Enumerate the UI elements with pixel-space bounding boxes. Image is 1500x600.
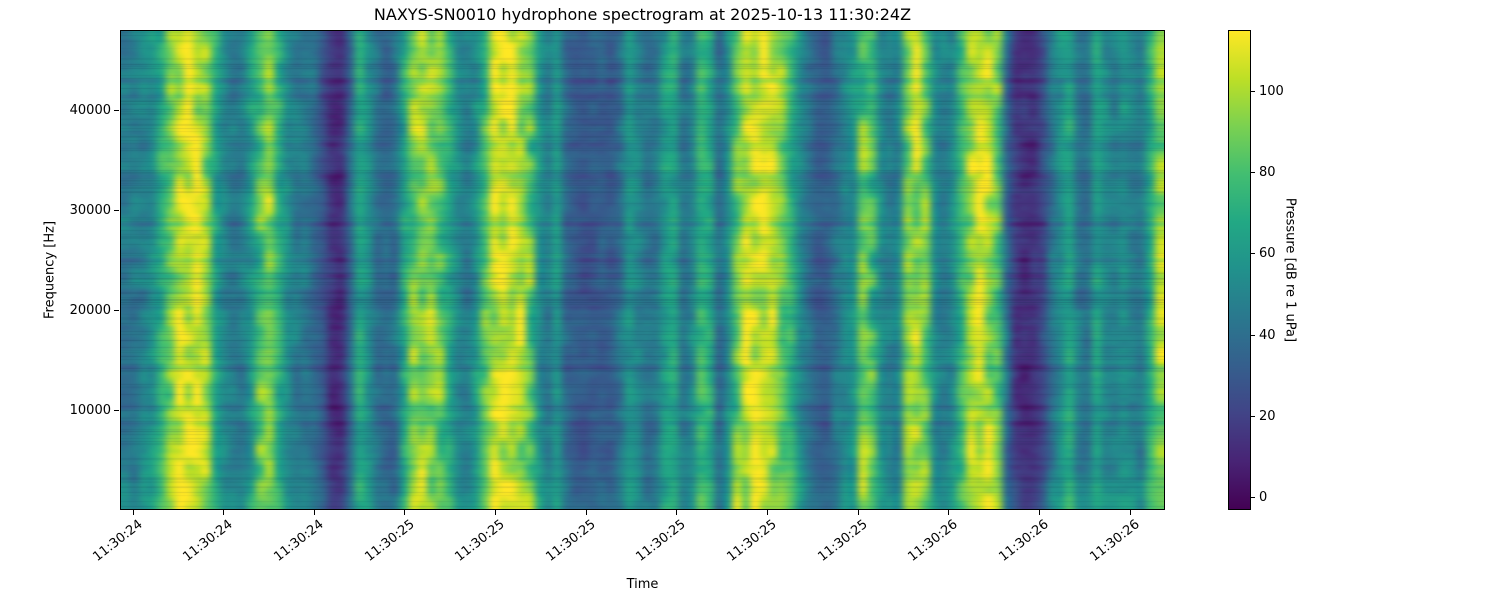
x-tick-mark	[495, 510, 497, 515]
y-tick-label: 20000	[69, 302, 111, 318]
y-tick-mark	[114, 109, 119, 111]
colorbar	[1228, 30, 1251, 510]
x-tick-label: 11:30:26	[1086, 517, 1143, 565]
colorbar-tick-mark	[1251, 334, 1255, 336]
plot-area	[120, 30, 1165, 510]
x-tick-label: 11:30:26	[905, 517, 961, 565]
colorbar-tick-label: 80	[1259, 164, 1276, 180]
colorbar-tick-mark	[1251, 415, 1255, 417]
x-tick-mark	[676, 510, 678, 515]
y-tick-label: 10000	[69, 402, 111, 418]
colorbar-tick-mark	[1251, 90, 1255, 92]
x-tick-label: 11:30:25	[815, 517, 871, 565]
x-tick-mark	[766, 510, 768, 515]
x-axis-label: Time	[626, 577, 659, 592]
x-tick-mark	[313, 510, 315, 515]
colorbar-tick-label: 100	[1259, 83, 1284, 99]
y-tick-label: 40000	[69, 102, 111, 118]
x-tick-label: 11:30:24	[180, 517, 236, 565]
colorbar-tick-label: 20	[1259, 408, 1276, 424]
colorbar-label: Pressure [dB re 1 uPa]	[1282, 197, 1298, 343]
colorbar-tick-label: 60	[1259, 246, 1276, 262]
y-tick-mark	[114, 209, 119, 211]
colorbar-tick-mark	[1251, 497, 1255, 499]
colorbar-tick-label: 0	[1259, 490, 1268, 506]
x-tick-label: 11:30:25	[543, 517, 599, 565]
x-tick-mark	[1038, 510, 1040, 515]
x-tick-label: 11:30:25	[724, 517, 780, 565]
colorbar-tick-mark	[1251, 253, 1255, 255]
x-tick-label: 11:30:24	[271, 517, 327, 565]
x-tick-label: 11:30:24	[89, 517, 146, 565]
x-tick-mark	[857, 510, 859, 515]
spectrogram-canvas	[121, 31, 1164, 509]
x-tick-mark	[585, 510, 587, 515]
y-tick-mark	[114, 309, 119, 311]
y-tick-label: 30000	[69, 202, 111, 218]
colorbar-tick-label: 40	[1259, 327, 1276, 343]
x-tick-label: 11:30:25	[361, 517, 418, 565]
x-tick-label: 11:30:25	[633, 517, 690, 565]
x-tick-mark	[948, 510, 950, 515]
x-tick-mark	[1129, 510, 1131, 515]
x-tick-mark	[223, 510, 225, 515]
x-tick-mark	[404, 510, 406, 515]
chart-title: NAXYS-SN0010 hydrophone spectrogram at 2…	[373, 5, 912, 24]
y-tick-mark	[114, 409, 119, 411]
x-tick-label: 11:30:26	[996, 517, 1052, 565]
x-tick-label: 11:30:25	[452, 517, 508, 565]
x-tick-mark	[132, 510, 134, 515]
colorbar-tick-mark	[1251, 171, 1255, 173]
